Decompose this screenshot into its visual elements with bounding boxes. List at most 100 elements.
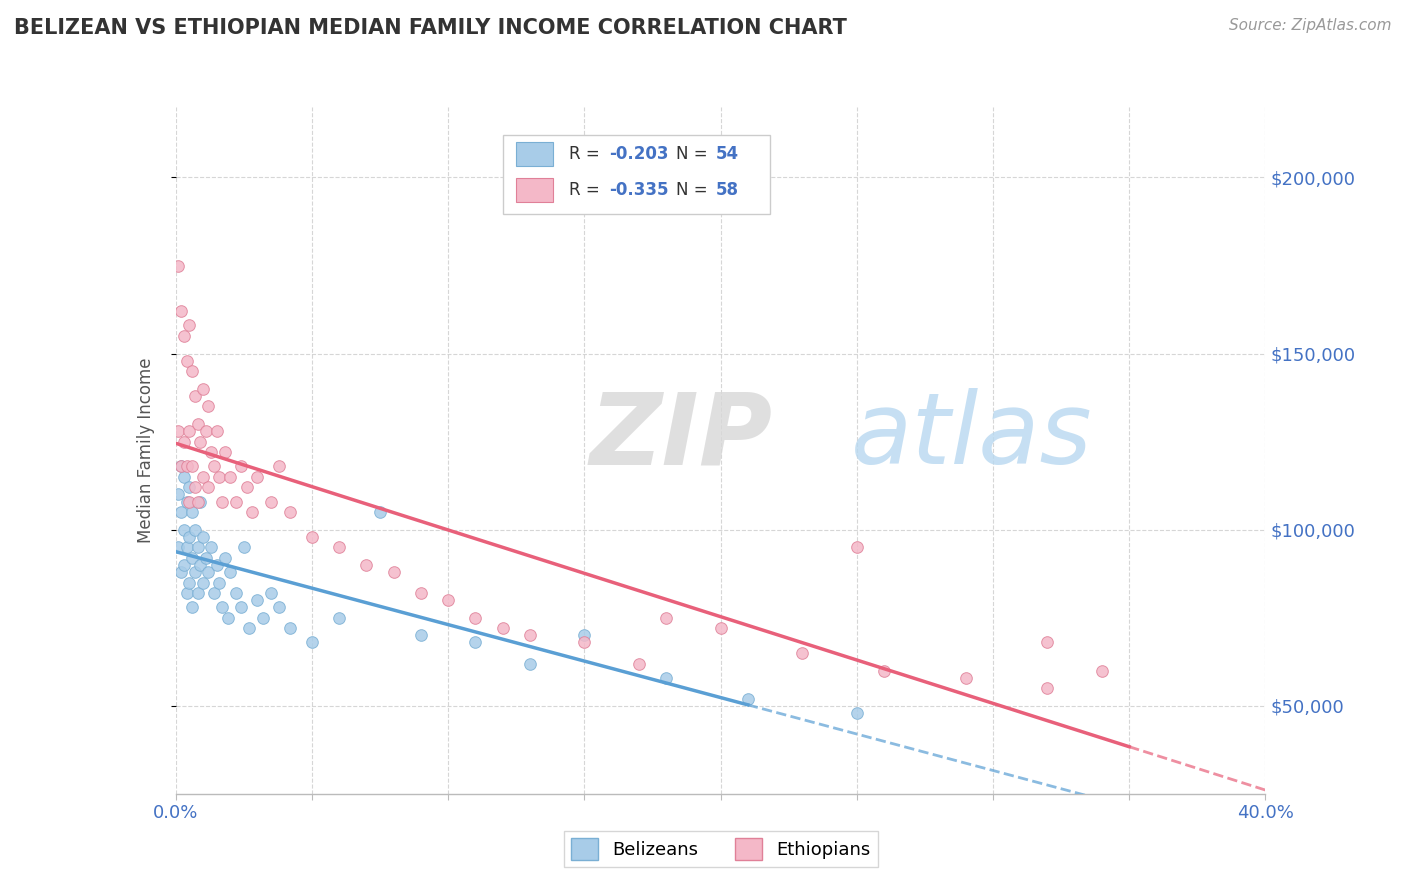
Text: N =: N = <box>676 181 713 199</box>
Point <box>191 382 214 396</box>
Point <box>202 459 225 474</box>
Point <box>574 635 596 649</box>
Point <box>710 621 733 635</box>
Point <box>184 523 207 537</box>
Point <box>382 565 405 579</box>
Point <box>464 611 486 625</box>
Point <box>955 671 977 685</box>
Point <box>240 505 263 519</box>
Point <box>170 459 193 474</box>
Point <box>184 389 207 403</box>
Point <box>873 664 896 678</box>
Point <box>246 470 269 484</box>
Point <box>737 691 759 706</box>
Point <box>191 575 214 590</box>
Point <box>655 671 678 685</box>
Point <box>176 459 198 474</box>
Point <box>191 470 214 484</box>
Point <box>845 541 868 555</box>
Text: -0.203: -0.203 <box>609 145 669 163</box>
Point <box>197 565 219 579</box>
Point <box>184 565 207 579</box>
FancyBboxPatch shape <box>516 178 554 202</box>
Point <box>167 424 190 438</box>
FancyBboxPatch shape <box>516 143 554 166</box>
Legend: Belizeans, Ethiopians: Belizeans, Ethiopians <box>564 830 877 867</box>
Text: atlas: atlas <box>852 388 1092 485</box>
Point <box>179 575 201 590</box>
Point <box>437 593 460 607</box>
Point <box>173 434 195 449</box>
Point <box>181 364 204 378</box>
Point <box>176 494 198 508</box>
Point <box>170 304 193 318</box>
Point <box>260 494 283 508</box>
Point <box>179 480 201 494</box>
Point <box>188 558 211 572</box>
Point <box>269 459 291 474</box>
Point <box>208 575 231 590</box>
Point <box>278 505 301 519</box>
Point <box>260 586 283 600</box>
Point <box>186 541 209 555</box>
Point <box>464 635 486 649</box>
Point <box>278 621 301 635</box>
Point <box>179 530 201 544</box>
Point <box>627 657 650 671</box>
Point <box>232 541 254 555</box>
Text: R =: R = <box>569 145 606 163</box>
Text: -0.335: -0.335 <box>609 181 669 199</box>
Point <box>170 505 193 519</box>
Point <box>188 494 211 508</box>
Point <box>176 541 198 555</box>
Point <box>269 600 291 615</box>
Text: R =: R = <box>569 181 606 199</box>
Point <box>191 530 214 544</box>
Point <box>214 445 236 459</box>
Point <box>173 523 195 537</box>
Point <box>179 494 201 508</box>
Text: BELIZEAN VS ETHIOPIAN MEDIAN FAMILY INCOME CORRELATION CHART: BELIZEAN VS ETHIOPIAN MEDIAN FAMILY INCO… <box>14 18 846 37</box>
Point <box>238 621 260 635</box>
Point <box>219 565 242 579</box>
Point <box>1091 664 1114 678</box>
Point <box>173 558 195 572</box>
Point <box>235 480 257 494</box>
Point <box>231 459 253 474</box>
Point <box>186 494 209 508</box>
Point <box>173 470 195 484</box>
Point <box>202 586 225 600</box>
Point <box>519 657 541 671</box>
Text: 54: 54 <box>716 145 740 163</box>
Point <box>176 586 198 600</box>
Point <box>574 628 596 642</box>
Point <box>205 558 228 572</box>
Point <box>655 611 678 625</box>
Point <box>225 494 247 508</box>
Point <box>1036 681 1059 696</box>
Point <box>301 530 323 544</box>
Y-axis label: Median Family Income: Median Family Income <box>136 358 155 543</box>
Point <box>409 586 432 600</box>
Point <box>792 646 814 660</box>
Text: Source: ZipAtlas.com: Source: ZipAtlas.com <box>1229 18 1392 33</box>
Point <box>176 353 198 368</box>
Point <box>217 611 239 625</box>
Point <box>519 628 541 642</box>
Point <box>492 621 515 635</box>
Text: ZIP: ZIP <box>591 388 773 485</box>
Point <box>181 600 204 615</box>
Point <box>167 487 190 501</box>
Point <box>167 541 190 555</box>
Point <box>252 611 274 625</box>
Point <box>246 593 269 607</box>
Point <box>194 424 217 438</box>
Text: N =: N = <box>676 145 713 163</box>
Point <box>179 424 201 438</box>
Point <box>205 424 228 438</box>
Point <box>173 329 195 343</box>
FancyBboxPatch shape <box>503 135 769 213</box>
Point <box>194 550 217 565</box>
Point <box>211 494 233 508</box>
Point <box>188 434 211 449</box>
